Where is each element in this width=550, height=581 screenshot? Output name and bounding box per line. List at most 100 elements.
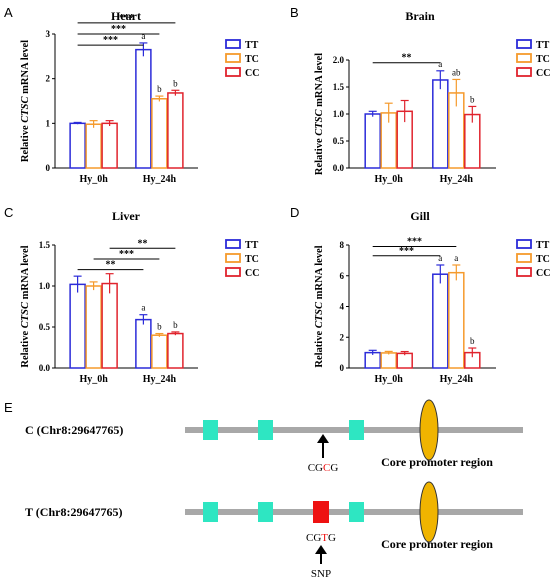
x-category-label: Hy_0h <box>79 374 108 385</box>
panel-letter: D <box>290 205 299 220</box>
significance-stars: *** <box>119 13 134 24</box>
y-axis-label-post: mRNA level <box>20 40 31 97</box>
sequence-row: T (Chr8:29647765) Core promoter region CGT… <box>25 481 523 580</box>
x-category-label: Hy_0h <box>375 374 404 385</box>
legend-label: TT <box>245 40 259 51</box>
chart-panel-d: D Gill 0 2 4 6 8 Relative CTSC mRNA level Hy_0h H… <box>290 205 550 385</box>
significance-letter: b <box>470 336 475 346</box>
legend-label: TC <box>536 54 550 65</box>
y-tick-label: 1.5 <box>39 240 51 250</box>
legend-swatch-cc <box>225 67 241 77</box>
chart-title: Brain <box>405 9 435 23</box>
legend-swatch-tc <box>225 53 241 63</box>
bar-tt <box>69 283 86 369</box>
element-box <box>203 420 218 440</box>
x-category-label: Hy_0h <box>375 174 404 185</box>
legend-label: TT <box>536 40 550 51</box>
legend-swatch-cc <box>516 67 532 77</box>
y-axis-label-pre: Relative <box>20 123 31 162</box>
y-axis-label-gene: CTSC <box>20 95 31 122</box>
legend-swatch-tt <box>225 39 241 49</box>
x-category-label: Hy_24h <box>143 174 177 185</box>
bar-tc <box>151 334 168 369</box>
bar-cc <box>101 122 118 169</box>
legend-label: CC <box>245 268 259 279</box>
legend-swatch-tc <box>516 53 532 63</box>
allele-label: T (Chr8:29647765) <box>25 505 122 519</box>
arrow-up-icon <box>315 545 327 554</box>
legend-label: TC <box>245 254 259 265</box>
legend-swatch-tc <box>225 253 241 263</box>
snp-label: SNP <box>311 568 331 580</box>
x-category-label: Hy_0h <box>79 174 108 185</box>
significance-stars: *** <box>119 249 134 260</box>
significance-stars: ** <box>138 238 148 249</box>
arrow-up-icon <box>317 434 329 443</box>
x-category-label: Hy_24h <box>440 174 474 185</box>
y-axis-label-gene: CTSC <box>314 108 325 135</box>
significance-stars: ** <box>106 260 116 271</box>
bar-cc <box>167 92 184 169</box>
y-tick-label: 0.5 <box>39 322 51 332</box>
allele-label: C (Chr8:29647765) <box>25 423 123 437</box>
chart-title: Heart <box>111 9 141 23</box>
y-axis-label: Relative CTSC mRNA level <box>314 53 325 175</box>
bar-cc <box>101 282 118 369</box>
panel-letter: A <box>4 5 13 20</box>
y-tick-label: 0 <box>340 363 345 373</box>
y-axis-label-post: mRNA level <box>20 245 31 302</box>
element-box <box>203 502 218 522</box>
charts-area: A Heart 0 1 2 3 Relative CTSC mRNA level Hy_0h H… <box>4 5 550 385</box>
significance-stars: *** <box>399 246 414 257</box>
bar-tc <box>448 271 465 369</box>
bar-tt <box>69 122 86 169</box>
significance-letter: ab <box>452 67 461 77</box>
core-promoter-label: Core promoter region <box>381 455 493 469</box>
y-tick-label: 4 <box>340 302 345 312</box>
x-category-label: Hy_24h <box>143 374 177 385</box>
y-axis-label: Relative CTSC mRNA level <box>20 245 31 367</box>
significance-letter: a <box>438 253 442 263</box>
bar-tc <box>151 98 168 169</box>
bar-tt <box>135 318 152 369</box>
legend-label: CC <box>536 68 550 79</box>
element-box <box>258 420 273 440</box>
significance-letter: b <box>157 322 162 332</box>
x-category-label: Hy_24h <box>440 374 474 385</box>
bar-tt <box>364 113 381 169</box>
significance-letter: b <box>173 320 178 330</box>
chart-title: Liver <box>112 209 141 223</box>
significance-stars: *** <box>111 24 126 35</box>
bar-tc <box>380 352 397 369</box>
bar-tt <box>432 79 449 169</box>
legend-swatch-tt <box>516 39 532 49</box>
significance-stars: *** <box>407 237 422 248</box>
y-axis-label: Relative CTSC mRNA level <box>314 245 325 367</box>
y-tick-label: 0 <box>46 163 51 173</box>
legend-swatch-tc <box>516 253 532 263</box>
significance-letter: a <box>141 303 145 313</box>
bar-tc <box>85 123 102 169</box>
significance-stars: ** <box>402 53 412 64</box>
sequence-text: CGTG <box>306 532 336 544</box>
core-promoter-ellipse <box>419 481 439 543</box>
legend-label: CC <box>536 268 550 279</box>
bar-cc <box>396 352 413 369</box>
significance-stars: *** <box>103 35 118 46</box>
element-box <box>349 420 364 440</box>
y-tick-label: 1.5 <box>333 82 345 92</box>
y-tick-label: 0.0 <box>39 363 51 373</box>
y-tick-label: 1.0 <box>333 109 345 119</box>
sequence-text: CGCG <box>308 462 339 474</box>
y-axis-label-pre: Relative <box>314 136 325 175</box>
y-tick-label: 1.0 <box>39 281 51 291</box>
chart-panel-c: C Liver 0.0 0.5 1.0 1.5 Relative CTSC mRNA lev… <box>4 205 259 385</box>
y-tick-label: 6 <box>340 271 345 281</box>
panel-e-snp-diagram: E C (Chr8:29647765) Core promoter region CG… <box>4 399 523 580</box>
y-tick-label: 8 <box>340 240 345 250</box>
significance-letter: b <box>157 84 162 94</box>
bar-tt <box>135 48 152 169</box>
legend-swatch-tt <box>516 239 532 249</box>
legend-label: TC <box>245 54 259 65</box>
